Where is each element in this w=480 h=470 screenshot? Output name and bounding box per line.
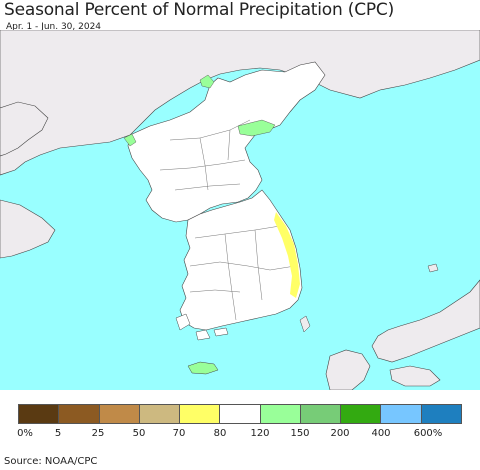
japan-kyushu xyxy=(325,349,371,390)
legend-swatch xyxy=(260,405,301,423)
legend-tick: 200 xyxy=(330,428,350,439)
legend-tick: 25 xyxy=(91,428,105,439)
legend-swatch xyxy=(99,405,140,423)
legend-tick: 600% xyxy=(413,428,443,439)
legend-swatch xyxy=(300,405,342,423)
nk-green-coast xyxy=(237,119,276,137)
legend-tick-labels: 0% 5 25 50 70 80 120 150 200 400 600% xyxy=(0,428,480,442)
liaodong-peninsula xyxy=(0,101,49,157)
japan-honshu xyxy=(371,279,480,363)
small-island-east xyxy=(427,263,439,273)
south-korea xyxy=(179,189,303,331)
legend-tick: 0% xyxy=(17,428,33,439)
legend-tick: 50 xyxy=(132,428,146,439)
japan-shikoku xyxy=(389,365,441,387)
legend-tick: 120 xyxy=(250,428,270,439)
legend-swatch xyxy=(139,405,181,423)
legend-swatch xyxy=(421,405,461,423)
nk-green-northeast xyxy=(199,74,215,89)
tsushima-island xyxy=(299,315,311,333)
nk-province-lines xyxy=(159,119,251,191)
source-credit: Source: NOAA/CPC xyxy=(4,456,98,467)
map-title: Seasonal Percent of Normal Precipitation… xyxy=(4,0,395,20)
map-subtitle: Apr. 1 - Jun. 30, 2024 xyxy=(6,22,102,32)
sk-southern-islands xyxy=(175,313,229,341)
sk-province-lines xyxy=(189,225,296,321)
nk-green-west xyxy=(123,133,137,147)
mainland-china-russia xyxy=(0,30,480,176)
sk-yellow-east-coast xyxy=(274,212,300,298)
jeju-island xyxy=(187,361,219,375)
legend-tick: 150 xyxy=(290,428,310,439)
color-legend xyxy=(18,404,462,424)
legend-tick: 5 xyxy=(54,428,62,439)
shandong-peninsula xyxy=(0,199,56,259)
precipitation-map xyxy=(0,30,480,390)
legend-tick: 80 xyxy=(213,428,227,439)
legend-tick: 400 xyxy=(371,428,391,439)
north-korea xyxy=(127,61,326,223)
legend-swatch xyxy=(19,405,60,423)
legend-swatch xyxy=(220,405,261,423)
legend-swatch xyxy=(59,405,100,423)
legend-swatch xyxy=(381,405,422,423)
legend-swatch xyxy=(341,405,382,423)
legend-swatch xyxy=(180,405,221,423)
legend-tick: 70 xyxy=(172,428,186,439)
